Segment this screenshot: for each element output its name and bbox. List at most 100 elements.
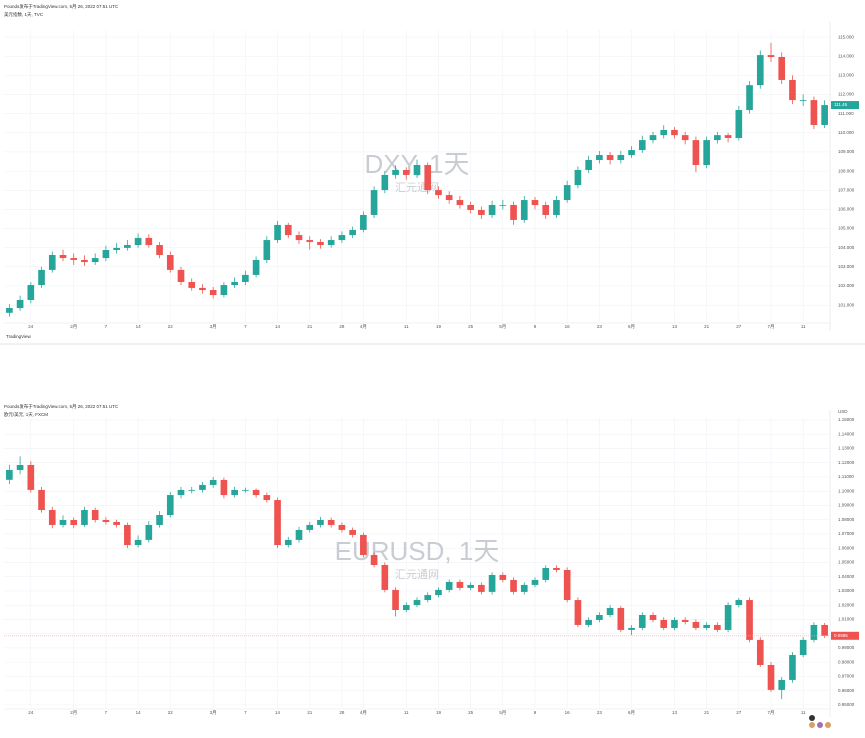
candle-body: [209, 479, 217, 485]
candle-body: [478, 584, 485, 592]
candle-body: [799, 100, 807, 101]
chart: Pounds发布于TradingView.com, 5月 26, 2022 07…: [4, 3, 859, 339]
candle-body: [177, 489, 185, 496]
candle-body: [671, 129, 678, 136]
candle-body: [6, 469, 13, 480]
y-tick-label: 102.000: [838, 283, 855, 288]
candle-body: [392, 589, 399, 611]
candle-body: [306, 240, 314, 242]
candle-body: [767, 664, 775, 690]
x-tick-label: 23: [597, 324, 603, 329]
candle-body: [327, 519, 335, 525]
candle-body: [263, 240, 271, 260]
candle-body: [606, 155, 614, 161]
candle-body: [638, 614, 646, 628]
y-tick-label: 1.04000: [838, 574, 855, 579]
y-tick-label: 1.02000: [838, 602, 855, 607]
candle-body: [628, 150, 635, 156]
y-tick-label: 1.07000: [838, 531, 855, 536]
candle-body: [81, 510, 88, 525]
candle-body: [649, 614, 657, 620]
candle-body: [381, 174, 389, 191]
y-tick-label: 110.000: [838, 130, 854, 135]
candle-body: [360, 534, 367, 556]
candle-body: [70, 258, 78, 260]
candle-body: [478, 209, 485, 215]
candle-body: [263, 495, 271, 501]
candle-body: [360, 214, 367, 230]
candle-body: [91, 258, 99, 263]
candle-body: [638, 140, 646, 151]
candle-body: [681, 619, 689, 622]
candle-body: [370, 555, 378, 565]
price-tag-label: 0.9985: [834, 633, 848, 638]
candle-body: [510, 205, 517, 220]
x-tick-label: 7: [105, 710, 108, 715]
y-tick-label: 101.000: [838, 302, 855, 307]
symbol-line: 欧元/美元, 1天, FXCM: [4, 411, 48, 418]
candle-body: [574, 169, 582, 186]
candle-body: [531, 200, 539, 206]
candle-body: [252, 259, 260, 275]
x-tick-label: 6月: [628, 324, 635, 330]
candle-body: [724, 135, 732, 138]
candle-body: [574, 600, 582, 625]
candle-body: [488, 574, 496, 592]
candle-body: [499, 574, 507, 580]
chart: Pounds发布于TradingView.com, 5月 26, 2022 07…: [4, 403, 859, 717]
candle-body: [435, 190, 442, 196]
y-tick-label: 0.97000: [838, 674, 855, 679]
candle-body: [778, 679, 786, 690]
candle-body: [284, 539, 292, 546]
axis-unit: USD: [838, 409, 848, 414]
price-tag: [831, 631, 859, 640]
x-tick-label: 3月: [210, 324, 217, 330]
y-tick-label: 1.08000: [838, 517, 855, 522]
candle-body: [295, 529, 303, 540]
candle-body: [467, 205, 474, 210]
x-tick-label: 22: [168, 324, 174, 329]
x-tick-label: 16: [565, 710, 571, 715]
candle-body: [145, 524, 153, 540]
candle-body: [810, 624, 818, 640]
candle-body: [284, 224, 292, 236]
candle-body: [821, 105, 828, 125]
watermark-sub: 汇元通网: [395, 568, 439, 581]
candle-body: [617, 608, 625, 630]
candle-body: [510, 579, 517, 592]
candle-body: [520, 584, 528, 592]
x-tick-label: 13: [672, 710, 678, 715]
y-tick-label: 113.000: [838, 73, 854, 78]
candle-body: [166, 495, 174, 515]
x-tick-label: 11: [801, 710, 806, 715]
icon: [809, 715, 815, 721]
x-tick-label: 22: [168, 710, 174, 715]
candle-body: [681, 135, 689, 141]
candle-body: [660, 619, 668, 628]
y-tick-label: 103.000: [838, 264, 855, 269]
candle-body: [553, 200, 560, 215]
x-tick-label: 2月: [70, 710, 77, 716]
candle-body: [27, 285, 35, 300]
candle-body: [242, 489, 249, 491]
y-tick-label: 1.09000: [838, 503, 855, 508]
price-tag: [831, 101, 859, 110]
candle-body: [188, 489, 196, 491]
y-tick-label: 1.11000: [838, 474, 854, 479]
y-tick-label: 107.000: [838, 187, 855, 192]
candle-body: [703, 140, 710, 165]
x-tick-label: 14: [136, 324, 142, 329]
y-tick-label: 1.12000: [838, 460, 855, 465]
x-tick-label: 28: [339, 710, 345, 715]
candle-body: [424, 164, 432, 191]
brand: TradingView: [6, 334, 32, 339]
candle-body: [756, 639, 764, 665]
candle-body: [810, 100, 818, 125]
x-tick-label: 27: [736, 324, 742, 329]
candle-body: [778, 56, 786, 80]
candle-body: [692, 140, 700, 165]
candle-body: [199, 287, 206, 291]
candle-body: [27, 465, 35, 490]
candle-body: [606, 608, 614, 615]
candle-body: [563, 569, 571, 601]
